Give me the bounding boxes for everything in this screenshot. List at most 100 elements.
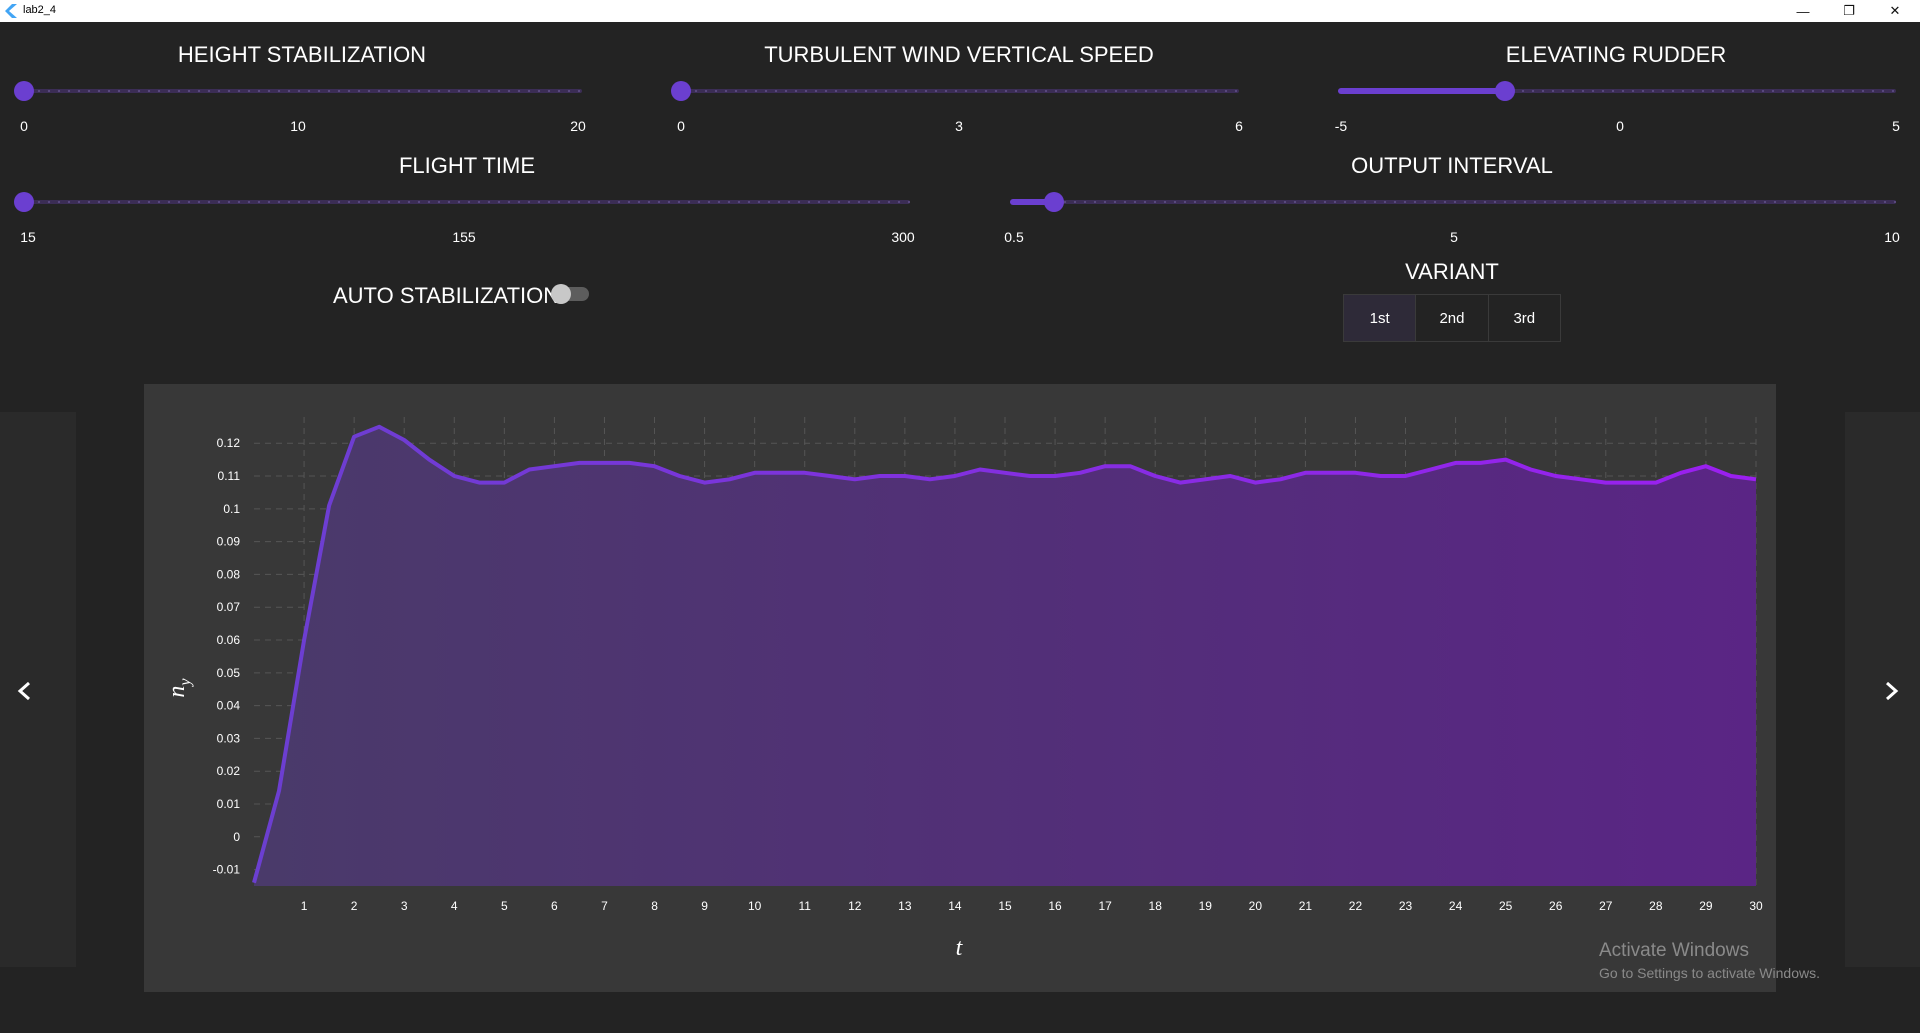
chevron-right-icon bbox=[1886, 681, 1899, 701]
x-axis-ticks: 1 2 3 4 5 6 7 8 9 10 11 12 13 14 15 16 17 18 19 20 21 22 23 24 2… bbox=[301, 899, 1763, 913]
x-tick-label: 10 bbox=[748, 899, 762, 913]
turbulent-wind-slider[interactable] bbox=[671, 80, 1239, 102]
slider-max-label: 5 bbox=[1892, 118, 1900, 134]
slider-thumb[interactable] bbox=[1495, 81, 1516, 101]
y-tick-label: 0.02 bbox=[217, 764, 241, 778]
x-tick-label: 19 bbox=[1199, 899, 1213, 913]
x-tick-label: 22 bbox=[1349, 899, 1363, 913]
chart-series-line bbox=[252, 424, 1757, 884]
prev-chart-button[interactable] bbox=[10, 676, 40, 706]
activate-windows-title: Activate Windows bbox=[1599, 940, 1749, 961]
y-tick-label: 0.05 bbox=[217, 666, 241, 680]
y-tick-label: 0.1 bbox=[223, 502, 240, 516]
x-tick-label: 6 bbox=[551, 899, 558, 913]
y-tick-label: 0.12 bbox=[217, 436, 241, 450]
y-tick-label: 0 bbox=[233, 830, 240, 844]
slider-mid-label: 5 bbox=[1450, 229, 1458, 245]
minimize-button[interactable]: — bbox=[1796, 3, 1810, 19]
slider-ticks bbox=[24, 90, 582, 92]
x-tick-label: 7 bbox=[601, 899, 608, 913]
slider-max-label: 10 bbox=[1884, 229, 1900, 245]
next-chart-button[interactable] bbox=[1876, 676, 1906, 706]
output-interval-slider[interactable] bbox=[1010, 191, 1896, 213]
x-tick-label: 4 bbox=[451, 899, 458, 913]
variant-label: VARIANT bbox=[1405, 259, 1499, 284]
variant-option-1st[interactable]: 1st bbox=[1344, 295, 1417, 341]
slider-thumb[interactable] bbox=[14, 192, 34, 212]
next-chart-card bbox=[1845, 412, 1920, 967]
chart-card: -0.01 0 0.01 0.02 0.03 0.04 0.05 0.06 0.07 0.08 0.… bbox=[144, 384, 1776, 992]
x-tick-label: 5 bbox=[501, 899, 508, 913]
slider-ticks bbox=[1010, 201, 1896, 203]
flight-time-label: FLIGHT TIME bbox=[398, 153, 536, 178]
slider-min-label: -5 bbox=[1334, 118, 1348, 134]
y-tick-label: 0.07 bbox=[217, 600, 241, 614]
flight-time-slider[interactable] bbox=[14, 191, 910, 213]
close-button[interactable]: ✕ bbox=[1889, 3, 1901, 18]
x-tick-label: 8 bbox=[651, 899, 658, 913]
slider-min-label: 0.5 bbox=[1004, 229, 1024, 245]
x-tick-label: 27 bbox=[1599, 899, 1613, 913]
window-title-bar: lab2_4 — ❐ ✕ bbox=[0, 0, 1920, 22]
x-tick-label: 15 bbox=[998, 899, 1012, 913]
variant-option-3rd[interactable]: 3rd bbox=[1513, 309, 1536, 327]
x-tick-label: 1 bbox=[301, 899, 308, 913]
x-tick-label: 25 bbox=[1499, 899, 1513, 913]
slider-ticks bbox=[24, 201, 910, 203]
x-tick-label: 26 bbox=[1549, 899, 1563, 913]
slider-max-label: 6 bbox=[1235, 118, 1243, 134]
slider-fill bbox=[1338, 88, 1506, 94]
auto-stabilization-label: AUTO STABILIZATION bbox=[333, 283, 560, 308]
elevating-rudder-slider[interactable] bbox=[1338, 80, 1896, 102]
maximize-button[interactable]: ❐ bbox=[1843, 3, 1855, 18]
variant-option-2nd[interactable]: 2nd bbox=[1416, 295, 1489, 341]
y-tick-label: 0.06 bbox=[217, 633, 241, 647]
y-tick-label: 0.09 bbox=[217, 535, 241, 549]
y-axis-ticks: -0.01 0 0.01 0.02 0.03 0.04 0.05 0.06 0.07 0.08 0.… bbox=[213, 436, 241, 876]
slider-min-label: 15 bbox=[20, 229, 36, 245]
x-tick-label: 30 bbox=[1749, 899, 1763, 913]
y-tick-label: 0.01 bbox=[217, 797, 241, 811]
x-tick-label: 2 bbox=[351, 899, 358, 913]
y-tick-label: 0.03 bbox=[217, 731, 241, 745]
x-tick-label: 16 bbox=[1048, 899, 1062, 913]
slider-ticks bbox=[1338, 90, 1896, 92]
y-tick-label: 0.08 bbox=[217, 567, 241, 581]
slider-fill bbox=[1010, 199, 1055, 205]
slider-mid-label: 0 bbox=[1616, 118, 1624, 134]
slider-mid-label: 10 bbox=[290, 118, 306, 134]
x-tick-label: 12 bbox=[848, 899, 862, 913]
x-tick-label: 18 bbox=[1149, 899, 1163, 913]
variant-segmented-control: 1st 2nd 3rd bbox=[1343, 294, 1561, 342]
x-tick-label: 13 bbox=[898, 899, 912, 913]
x-axis-label: t bbox=[956, 935, 964, 961]
slider-min-label: 0 bbox=[677, 118, 685, 134]
slider-max-label: 300 bbox=[891, 229, 915, 245]
y-axis-label: ny bbox=[164, 678, 194, 698]
height-stabilization-slider[interactable] bbox=[14, 80, 582, 102]
x-tick-label: 28 bbox=[1649, 899, 1663, 913]
slider-thumb[interactable] bbox=[671, 81, 691, 101]
auto-stabilization-toggle[interactable] bbox=[551, 284, 589, 304]
x-tick-label: 24 bbox=[1449, 899, 1463, 913]
window-title: lab2_4 bbox=[23, 4, 57, 16]
toggle-knob bbox=[551, 284, 571, 304]
slider-mid-label: 3 bbox=[955, 118, 963, 134]
slider-min-label: 0 bbox=[20, 118, 28, 134]
previous-chart-card bbox=[0, 412, 76, 967]
x-tick-label: 29 bbox=[1699, 899, 1713, 913]
ny-over-time-chart: -0.01 0 0.01 0.02 0.03 0.04 0.05 0.06 0.07 0.08 0.… bbox=[164, 417, 1763, 961]
elevating-rudder-label: ELEVATING RUDDER bbox=[1505, 42, 1727, 67]
x-tick-label: 21 bbox=[1299, 899, 1313, 913]
x-tick-label: 11 bbox=[798, 899, 811, 913]
slider-max-label: 20 bbox=[570, 118, 586, 134]
chevron-left-icon bbox=[17, 681, 30, 701]
turbulent-wind-label: TURBULENT WIND VERTICAL SPEED bbox=[764, 42, 1154, 67]
y-tick-label: 0.11 bbox=[218, 469, 241, 483]
slider-ticks bbox=[681, 90, 1239, 92]
x-tick-label: 9 bbox=[701, 899, 708, 913]
slider-thumb[interactable] bbox=[14, 81, 34, 101]
height-stabilization-label: HEIGHT STABILIZATION bbox=[177, 42, 427, 67]
x-tick-label: 17 bbox=[1098, 899, 1112, 913]
slider-thumb[interactable] bbox=[1044, 192, 1065, 212]
